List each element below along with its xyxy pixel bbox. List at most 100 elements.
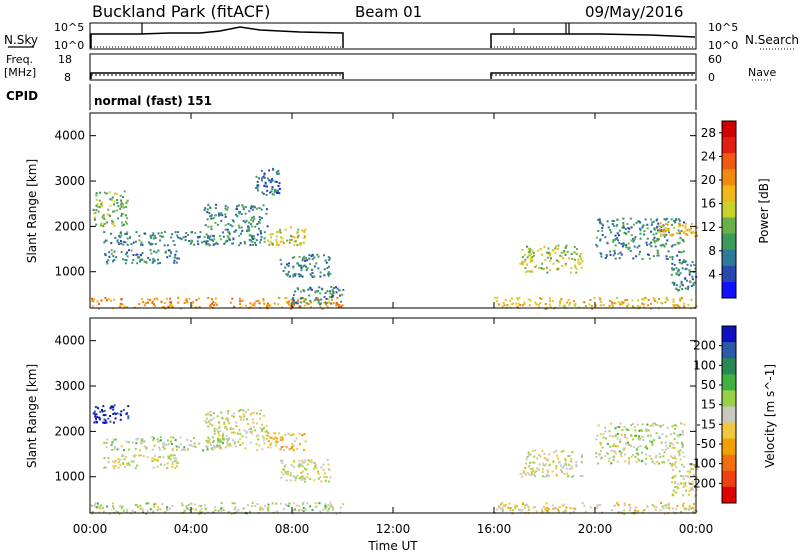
- heatmap-cell: [213, 506, 216, 509]
- heatmap-cell: [542, 506, 545, 509]
- heatmap-cell: [653, 422, 656, 425]
- nsky-tick-top: 10^5: [54, 21, 84, 34]
- heatmap-cell: [633, 434, 636, 437]
- heatmap-cell: [306, 473, 309, 475]
- heatmap-cell: [683, 506, 686, 509]
- heatmap-cell: [298, 256, 301, 258]
- heatmap-cell: [255, 175, 258, 178]
- colorbar-swatch: [722, 121, 736, 138]
- heatmap-cell: [607, 226, 610, 229]
- heatmap-cell: [256, 223, 259, 226]
- heatmap-cell: [136, 262, 139, 265]
- heatmap-cell: [253, 218, 256, 221]
- heatmap-cell: [304, 440, 307, 443]
- heatmap-cell: [124, 262, 127, 265]
- heatmap-cell: [265, 424, 268, 427]
- heatmap-cell: [655, 240, 658, 243]
- heatmap-cell: [682, 504, 684, 507]
- heatmap-cell: [572, 507, 575, 510]
- heatmap-cell: [277, 440, 280, 443]
- heatmap-cell: [290, 464, 293, 467]
- heatmap-cell: [244, 242, 246, 245]
- heatmap-cell: [310, 255, 313, 258]
- heatmap-cell: [185, 301, 188, 303]
- heatmap-cell: [686, 263, 689, 266]
- heatmap-cell: [288, 448, 291, 451]
- heatmap-cell: [657, 238, 660, 241]
- heatmap-cell: [164, 510, 167, 513]
- heatmap-cell: [677, 269, 680, 272]
- heatmap-cell: [224, 446, 227, 449]
- heatmap-cell: [640, 460, 643, 463]
- heatmap-cell: [106, 262, 109, 265]
- heatmap-cell: [547, 471, 549, 474]
- heatmap-cell: [602, 433, 605, 436]
- heatmap-cell: [274, 436, 277, 439]
- heatmap-cell: [266, 306, 269, 308]
- heatmap-cell: [680, 475, 683, 477]
- heatmap-cell: [240, 213, 243, 216]
- heatmap-cell: [641, 226, 644, 229]
- heatmap-cell: [138, 303, 141, 306]
- heatmap-cell: [500, 503, 502, 506]
- heatmap-cell: [269, 436, 272, 439]
- heatmap-cell: [256, 449, 259, 452]
- heatmap-cell: [265, 212, 268, 215]
- heatmap-cell: [543, 268, 546, 271]
- heatmap-cell: [511, 509, 514, 512]
- heatmap-cell: [143, 232, 146, 235]
- heatmap-cell: [207, 436, 210, 439]
- heatmap-cell: [122, 408, 125, 411]
- heatmap-cell: [203, 209, 206, 212]
- heatmap-cell: [216, 428, 219, 431]
- heatmap-cell: [236, 205, 239, 208]
- heatmap-cell: [167, 455, 170, 458]
- heatmap-cell: [530, 470, 533, 473]
- heatmap-cell: [232, 431, 235, 434]
- heatmap-cell: [521, 249, 524, 251]
- heatmap-cell: [166, 244, 169, 247]
- heatmap-cell: [601, 227, 604, 229]
- velocity-heatmap-cells: [90, 404, 698, 515]
- heatmap-cell: [311, 268, 314, 271]
- heatmap-cell: [171, 449, 174, 452]
- heatmap-cell: [614, 427, 617, 430]
- heatmap-cell: [134, 447, 137, 450]
- heatmap-cell: [581, 502, 584, 505]
- heatmap-cell: [210, 225, 213, 228]
- heatmap-cell: [249, 441, 252, 444]
- heatmap-cell: [579, 252, 582, 255]
- heatmap-cell: [335, 302, 338, 304]
- heatmap-cell: [671, 262, 674, 265]
- heatmap-cell: [304, 467, 306, 470]
- heatmap-cell: [124, 241, 127, 244]
- heatmap-cell: [308, 294, 311, 297]
- heatmap-cell: [595, 452, 598, 455]
- heatmap-cell: [259, 508, 261, 511]
- heatmap-cell: [621, 429, 624, 432]
- heatmap-cell: [684, 268, 687, 271]
- heatmap-cell: [568, 304, 571, 307]
- heatmap-cell: [516, 297, 519, 300]
- heatmap-cell: [227, 410, 230, 412]
- heatmap-cell: [313, 256, 316, 259]
- heatmap-cell: [103, 241, 106, 244]
- heatmap-cell: [316, 253, 319, 256]
- heatmap-cell: [262, 298, 265, 301]
- heatmap-cell: [292, 299, 295, 302]
- heatmap-cell: [173, 256, 176, 259]
- heatmap-cell: [688, 230, 691, 233]
- heatmap-cell: [119, 303, 122, 306]
- heatmap-cell: [252, 411, 255, 414]
- heatmap-cell: [616, 232, 619, 235]
- heatmap-cell: [531, 467, 534, 470]
- heatmap-cell: [131, 441, 134, 444]
- heatmap-cell: [251, 418, 254, 421]
- colorbar-swatch: [722, 217, 736, 235]
- heatmap-cell: [262, 414, 265, 417]
- heatmap-cell: [677, 225, 680, 228]
- heatmap-cell: [326, 302, 329, 305]
- heatmap-cell: [324, 259, 327, 262]
- heatmap-cell: [217, 432, 220, 435]
- heatmap-cell: [254, 241, 256, 244]
